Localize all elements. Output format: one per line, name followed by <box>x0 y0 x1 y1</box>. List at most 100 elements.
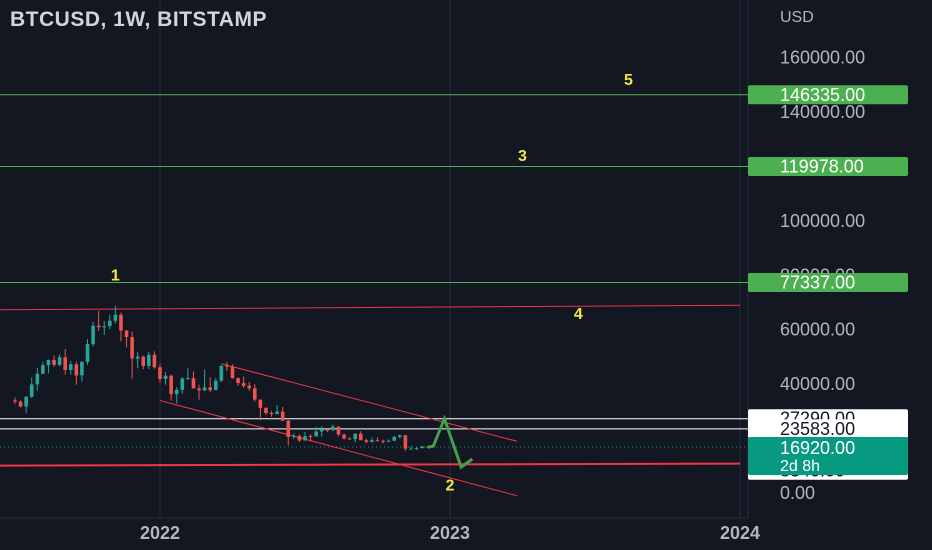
resistance-line <box>0 304 741 311</box>
candle-body <box>336 426 341 435</box>
candle-body <box>63 357 67 370</box>
x-tick-label: 2022 <box>140 523 180 543</box>
countdown-text: 2d 8h <box>780 458 820 475</box>
channel-upper-line <box>221 363 518 442</box>
candle-body <box>297 435 302 441</box>
candle-body <box>108 320 112 327</box>
level-price-tag <box>748 419 908 439</box>
candle-body <box>375 440 380 442</box>
x-tick-label: 2023 <box>430 523 470 543</box>
candle-body <box>208 387 212 391</box>
candle-body <box>80 361 84 376</box>
candle-body <box>392 436 397 441</box>
target-price-tag <box>748 85 908 105</box>
candle-body <box>152 354 157 368</box>
target-price-tag <box>748 273 908 293</box>
candle-body <box>292 435 296 437</box>
candle-body <box>57 357 62 365</box>
candle-body <box>264 407 268 413</box>
candle-body <box>202 387 207 391</box>
candle-body <box>35 373 40 385</box>
y-tick-label: 140000.00 <box>780 102 865 122</box>
candle-body <box>275 411 279 415</box>
projection-path <box>427 414 474 470</box>
candle-body <box>219 365 224 381</box>
candle-body <box>386 440 391 442</box>
target-price-tag <box>748 156 908 176</box>
candle-body <box>163 375 168 379</box>
current-price-text: 16920.00 <box>780 438 855 458</box>
candle-body <box>180 378 185 390</box>
candle-body <box>286 420 291 437</box>
candle-body <box>24 396 28 407</box>
candle-body <box>370 440 374 442</box>
candle-body <box>18 401 23 407</box>
candle-body <box>130 337 134 359</box>
candle-body <box>403 435 408 449</box>
candle-body <box>96 325 101 328</box>
candle-body <box>253 388 257 400</box>
channel-lower-line <box>159 399 518 497</box>
candle-body <box>29 384 34 397</box>
candle-body <box>46 359 51 366</box>
candle-body <box>191 378 196 389</box>
candle-body <box>364 440 369 442</box>
candle-body <box>102 326 107 328</box>
candle-body <box>68 364 73 370</box>
candle-body <box>91 325 95 345</box>
candle-body <box>308 436 313 438</box>
candle-body <box>141 356 146 366</box>
candle-body <box>353 433 357 440</box>
candle-body <box>158 367 162 379</box>
candle-body <box>342 434 346 439</box>
candle-body <box>331 426 335 430</box>
plot-area: 1 2 3 4 5 <box>0 72 748 497</box>
symbol-title: BTCUSD, 1W, BITSTAMP <box>10 8 267 31</box>
candle-body <box>236 378 240 384</box>
support-line <box>0 462 741 467</box>
candle-body <box>414 448 419 450</box>
wave-label: 2 <box>446 477 455 494</box>
candle-body <box>74 364 79 376</box>
candle-body <box>135 356 140 359</box>
wave-label: 5 <box>624 72 633 89</box>
wave-label: 3 <box>518 148 527 165</box>
y-tick-label: 0.00 <box>780 483 815 503</box>
candle-body <box>85 344 90 362</box>
candle-body <box>174 389 179 395</box>
candle-body <box>303 436 307 441</box>
candle-body <box>213 380 218 391</box>
candle-body <box>347 438 352 440</box>
candle-body <box>113 314 118 321</box>
candle-body <box>420 446 424 449</box>
candle-body <box>124 330 129 338</box>
y-tick-label: 40000.00 <box>780 374 855 394</box>
candle-body <box>225 365 229 367</box>
currency-label: USD <box>780 9 814 26</box>
candle-body <box>314 431 318 437</box>
candle-body <box>230 366 235 379</box>
candle-body <box>280 411 285 421</box>
candle-body <box>169 375 173 395</box>
candle-body <box>409 448 413 450</box>
candle-body <box>319 429 324 432</box>
y-tick-label: 100000.00 <box>780 211 865 231</box>
wave-label: 4 <box>574 306 583 323</box>
target-price-tag-text: 119978.00 <box>780 156 864 176</box>
candle-body <box>13 400 17 402</box>
y-tick-label: 60000.00 <box>780 320 855 340</box>
candle-body <box>147 354 151 366</box>
candle-body <box>186 378 190 380</box>
candle-body <box>258 399 263 408</box>
target-price-tag-text: 146335.00 <box>780 85 865 105</box>
candle-body <box>247 385 252 389</box>
y-tick-label: 160000.00 <box>780 48 865 68</box>
candle-body <box>52 359 56 365</box>
candle-body <box>358 433 363 441</box>
wave-label: 1 <box>111 268 120 285</box>
candle-body <box>119 314 123 331</box>
candle-body <box>381 440 385 442</box>
x-tick-label: 2024 <box>720 523 760 543</box>
candle-body <box>197 388 201 391</box>
